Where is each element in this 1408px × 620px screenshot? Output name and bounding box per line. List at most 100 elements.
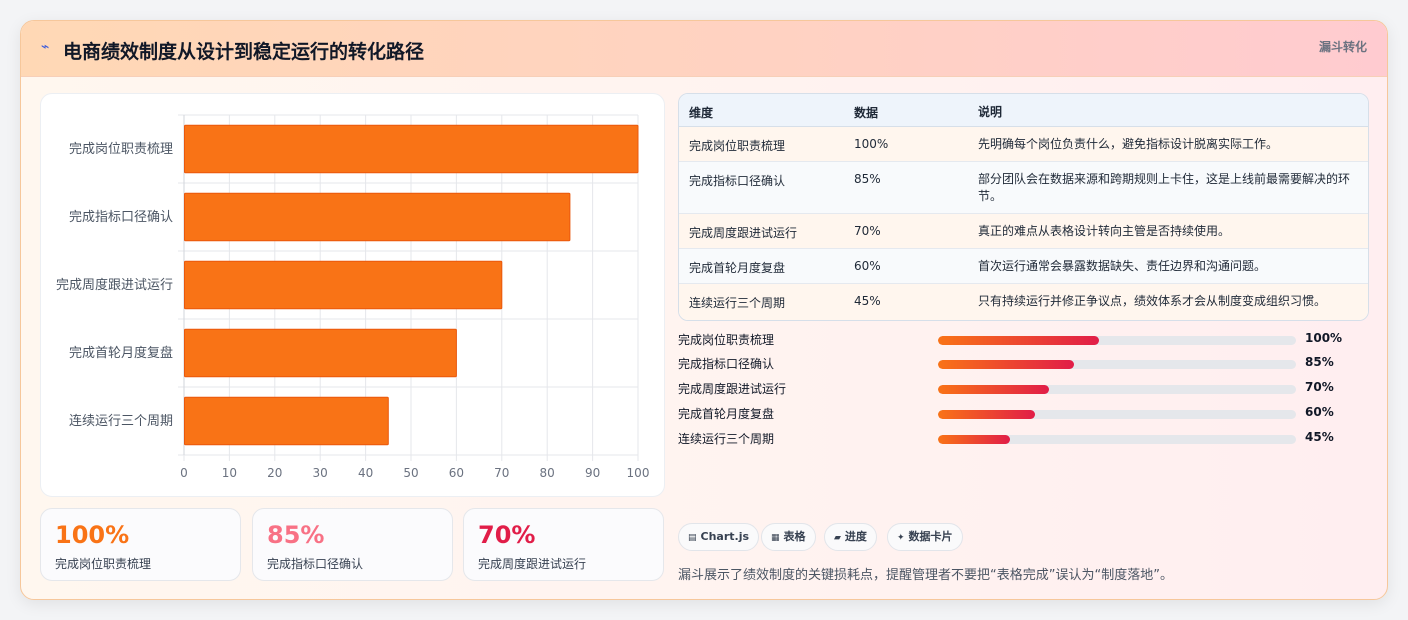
kpi-label: 完成周度跟进试运行: [478, 557, 587, 571]
header-data: 数据: [854, 106, 879, 120]
y-category-label: 完成首轮月度复盘: [69, 345, 173, 361]
chip-label: Chart.js: [700, 530, 750, 543]
progress-row: 完成首轮月度复盘 60%: [678, 403, 1369, 423]
chip-table[interactable]: ▦ 表格: [761, 523, 816, 551]
chip-progress[interactable]: ▰ 进度: [824, 523, 877, 551]
data-table: 维度 数据 说明 完成岗位职责梳理 100% 先明确每个岗位负责什么，避免指标设…: [678, 93, 1369, 321]
progress-value: 85%: [1305, 355, 1334, 369]
cell-data: 70%: [854, 224, 881, 238]
kpi-value: 100%: [55, 521, 130, 549]
table-row: 连续运行三个周期 45% 只有持续运行并修正争议点，绩效体系才会从制度变成组织习…: [679, 284, 1368, 320]
table-row: 完成指标口径确认 85% 部分团队会在数据来源和跨期规则上卡住，这是上线前最需要…: [679, 162, 1368, 214]
progress-value: 100%: [1305, 331, 1343, 345]
cell-desc: 先明确每个岗位负责什么，避免指标设计脱离实际工作。: [978, 137, 1279, 151]
table-header-row: 维度 数据 说明: [679, 94, 1368, 127]
cell-data: 85%: [854, 172, 881, 186]
bar-chart: 0 10 20 30 40 50 60 70 80 90 100完成岗位职责梳理完成指标口径确认完成…: [56, 114, 650, 480]
progress-track: [938, 336, 1296, 345]
footnote: 漏斗展示了绩效制度的关键损耗点，提醒管理者不要把“表格完成”误认为“制度落地”。: [678, 568, 1173, 583]
x-tick-label: 10: [222, 466, 237, 480]
progress-track: [938, 410, 1296, 419]
dashboard-card: ⌁ 电商绩效制度从设计到稳定运行的转化路径 漏斗转化 0 10 20 30 40 50 60…: [20, 20, 1388, 600]
progress-fill: [938, 410, 1035, 419]
progress-track: [938, 360, 1296, 369]
progress-fill: [938, 336, 1100, 345]
header-dim: 维度: [689, 106, 714, 120]
progress-label: 完成指标口径确认: [678, 357, 775, 371]
funnel-tag: 漏斗转化: [1318, 40, 1367, 54]
card-header: ⌁ 电商绩效制度从设计到稳定运行的转化路径 漏斗转化: [21, 21, 1387, 77]
kpi-card-2: 85% 完成指标口径确认: [252, 508, 453, 581]
table-row: 完成周度跟进试运行 70% 真正的难点从表格设计转向主管是否持续使用。: [679, 214, 1368, 249]
cell-desc: 真正的难点从表格设计转向主管是否持续使用。: [978, 224, 1231, 238]
progress-label: 连续运行三个周期: [678, 432, 775, 446]
y-category-label: 连续运行三个周期: [69, 413, 173, 429]
x-tick-label: 60: [449, 466, 464, 480]
bar-chart-panel: 0 10 20 30 40 50 60 70 80 90 100 完成岗位职责梳理 完成指标口径确认 完成…: [40, 93, 665, 497]
cell-dim: 完成周度跟进试运行: [689, 226, 798, 240]
bar: [184, 260, 503, 310]
cell-dim: 完成指标口径确认: [689, 174, 786, 188]
kpi-value: 70%: [478, 521, 536, 549]
progress-row: 完成指标口径确认 85%: [678, 353, 1369, 373]
sparkle-icon: ✦: [897, 533, 905, 543]
header-desc: 说明: [978, 105, 1003, 119]
x-tick-label: 30: [313, 466, 328, 480]
bar: [184, 124, 639, 174]
cell-dim: 完成首轮月度复盘: [689, 261, 786, 275]
bar: [184, 328, 457, 378]
cell-data: 45%: [854, 294, 881, 308]
chip-label: 进度: [844, 530, 867, 543]
progress-track: [938, 435, 1296, 444]
chip-label: 数据卡片: [908, 530, 953, 543]
x-tick-label: 100: [627, 466, 650, 480]
kpi-card-1: 100% 完成岗位职责梳理: [40, 508, 241, 581]
progress-fill: [938, 385, 1049, 394]
x-tick-label: 80: [540, 466, 555, 480]
chip-label: 表格: [783, 530, 806, 543]
cell-desc: 只有持续运行并修正争议点，绩效体系才会从制度变成组织习惯。: [978, 294, 1327, 308]
x-tick-label: 0: [180, 466, 188, 480]
bar: [184, 396, 389, 446]
cell-desc: 首次运行通常会暴露数据缺失、责任边界和沟通问题。: [978, 259, 1267, 273]
y-category-label: 完成周度跟进试运行: [56, 277, 173, 293]
table-row: 完成首轮月度复盘 60% 首次运行通常会暴露数据缺失、责任边界和沟通问题。: [679, 249, 1368, 284]
progress-value: 70%: [1305, 380, 1334, 394]
progress-label: 完成岗位职责梳理: [678, 333, 775, 347]
kpi-card-3: 70% 完成周度跟进试运行: [463, 508, 664, 581]
kpi-label: 完成岗位职责梳理: [55, 557, 152, 571]
progress-row: 完成周度跟进试运行 70%: [678, 378, 1369, 398]
cell-data: 60%: [854, 259, 881, 273]
progress-label: 完成周度跟进试运行: [678, 382, 787, 396]
progress-icon: ▰: [834, 533, 841, 543]
y-category-label: 完成岗位职责梳理: [69, 142, 173, 157]
x-tick-label: 20: [267, 466, 282, 480]
x-tick-label: 90: [585, 466, 600, 480]
kpi-label: 完成指标口径确认: [267, 557, 364, 571]
x-tick-label: 70: [494, 466, 509, 480]
x-tick-label: 40: [358, 466, 373, 480]
progress-row: 完成岗位职责梳理 100%: [678, 329, 1369, 349]
kpi-value: 85%: [267, 521, 325, 549]
progress-value: 60%: [1305, 405, 1334, 419]
progress-fill: [938, 360, 1075, 369]
table-row: 完成岗位职责梳理 100% 先明确每个岗位负责什么，避免指标设计脱离实际工作。: [679, 127, 1368, 162]
chip-chartjs[interactable]: ▤ Chart.js: [678, 523, 760, 551]
cell-dim: 连续运行三个周期: [689, 296, 786, 310]
page-title: 电商绩效制度从设计到稳定运行的转化路径: [63, 41, 425, 63]
progress-row: 连续运行三个周期 45%: [678, 428, 1369, 448]
progress-fill: [938, 435, 1010, 444]
cell-data: 100%: [854, 137, 889, 151]
y-category-label: 完成指标口径确认: [69, 210, 173, 225]
chart-icon: ▤: [688, 533, 697, 543]
lightning-icon: ⌁: [41, 39, 50, 55]
bar: [184, 192, 571, 242]
progress-track: [938, 385, 1296, 394]
x-tick-label: 50: [403, 466, 418, 480]
chip-data-cards[interactable]: ✦ 数据卡片: [887, 523, 963, 551]
table-icon: ▦: [771, 533, 780, 543]
progress-value: 45%: [1305, 430, 1334, 444]
cell-desc: 部分团队会在数据来源和跨期规则上卡住，这是上线前最需要解决的环节。: [978, 172, 1351, 203]
progress-label: 完成首轮月度复盘: [678, 407, 775, 421]
cell-dim: 完成岗位职责梳理: [689, 139, 786, 153]
